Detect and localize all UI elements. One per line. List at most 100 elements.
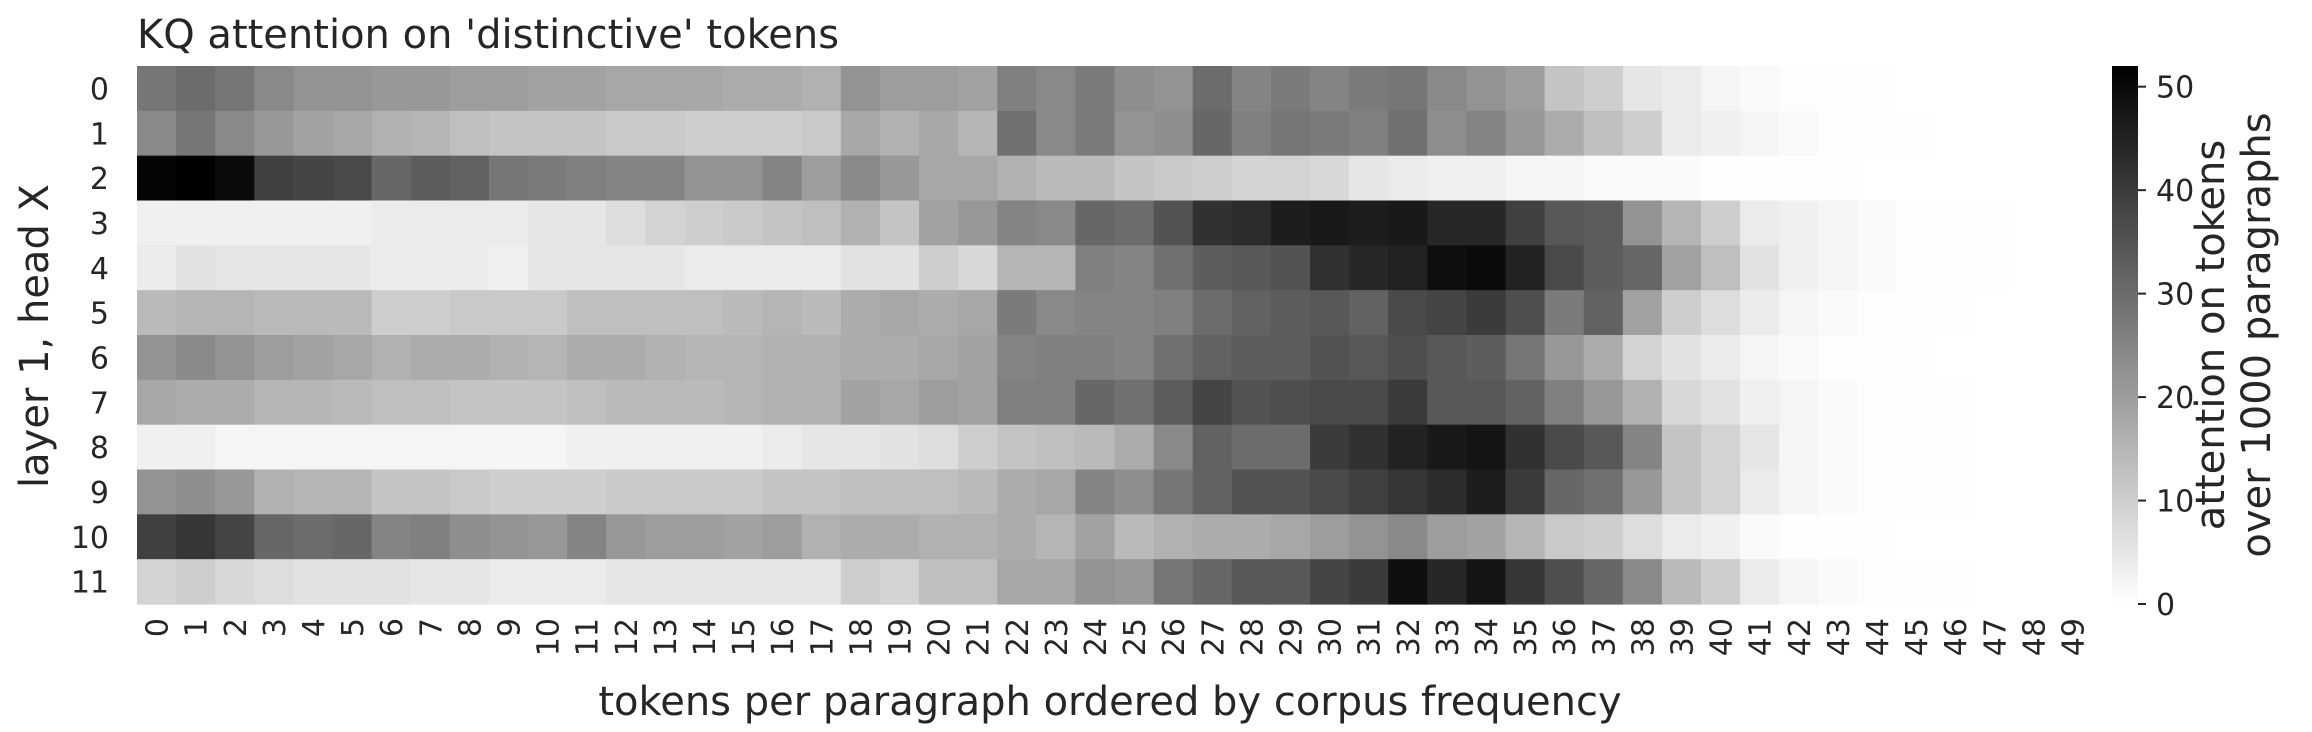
heatmap-cell-r7-c37: [1583, 379, 1624, 426]
heatmap-cell-r6-c9: [488, 335, 529, 381]
heatmap-cell-r11-c38: [1622, 559, 1663, 605]
heatmap-cell-r2-c34: [1466, 155, 1507, 202]
heatmap-cell-r0-c5: [332, 66, 373, 112]
heatmap-cell-r3-c13: [645, 200, 685, 246]
heatmap-cell-r3-c32: [1388, 200, 1428, 246]
heatmap-cell-r10-c24: [1075, 514, 1116, 560]
heatmap-cell-r6-c37: [1583, 335, 1624, 381]
heatmap-cell-r7-c5: [332, 379, 373, 426]
heatmap-cell-r9-c36: [1544, 469, 1585, 515]
heatmap-cell-r9-c2: [215, 469, 255, 515]
heatmap-cell-r9-c29: [1270, 469, 1311, 515]
heatmap-cell-r6-c48: [2013, 335, 2054, 381]
heatmap-cell-r6-c23: [1036, 335, 1076, 381]
heatmap-cell-r6-c20: [919, 335, 959, 381]
heatmap-cell-r1-c42: [1779, 110, 1819, 157]
heatmap-cell-r5-c2: [215, 290, 255, 336]
heatmap-cell-r0-c38: [1622, 66, 1663, 112]
heatmap-cell-r0-c37: [1583, 66, 1624, 112]
heatmap-cell-r8-c20: [919, 424, 959, 471]
heatmap-cell-r8-c8: [449, 424, 490, 471]
heatmap-cell-r9-c42: [1779, 469, 1819, 515]
row-label-8: 8: [90, 431, 109, 466]
heatmap-cell-r5-c0: [137, 290, 177, 336]
heatmap-cell-r11-c10: [528, 559, 568, 605]
heatmap-cell-r1-c37: [1583, 110, 1624, 157]
heatmap-cell-r7-c48: [2013, 379, 2054, 426]
colorbar-tick-label-4: 40: [2156, 174, 2194, 209]
heatmap-cell-r9-c44: [1857, 469, 1898, 515]
heatmap-cell-r11-c36: [1544, 559, 1585, 605]
heatmap-cell-r1-c7: [410, 110, 451, 157]
column-label-31: 31: [1353, 618, 1388, 656]
heatmap-cell-r1-c9: [488, 110, 529, 157]
heatmap-cell-r4-c40: [1701, 245, 1741, 291]
heatmap-cell-r7-c44: [1857, 379, 1898, 426]
heatmap-cell-r7-c15: [723, 379, 764, 426]
column-label-24: 24: [1079, 618, 1114, 656]
column-label-5: 5: [336, 618, 371, 637]
heatmap-cell-r5-c47: [1974, 290, 2015, 336]
heatmap-cell-r2-c28: [1231, 155, 1272, 202]
heatmap-cell-r9-c28: [1231, 469, 1272, 515]
heatmap-cell-r8-c15: [723, 424, 764, 471]
column-label-26: 26: [1157, 618, 1192, 656]
heatmap-cell-r11-c12: [606, 559, 646, 605]
heatmap-cell-r5-c4: [293, 290, 334, 336]
colorbar-label-line-1: attention on tokens: [2188, 140, 2234, 530]
heatmap-cell-r8-c16: [762, 424, 803, 471]
heatmap-cell-r4-c25: [1114, 245, 1155, 291]
heatmap-cell-r11-c48: [2013, 559, 2054, 605]
heatmap-cell-r1-c31: [1349, 110, 1389, 157]
heatmap-cell-r2-c25: [1114, 155, 1155, 202]
heatmap-cell-r4-c7: [410, 245, 451, 291]
heatmap-cell-r10-c12: [606, 514, 646, 560]
heatmap-cell-r11-c45: [1896, 559, 1937, 605]
heatmap-cell-r1-c5: [332, 110, 373, 157]
heatmap-cell-r4-c28: [1231, 245, 1272, 291]
row-label-1: 1: [90, 117, 109, 152]
heatmap-cell-r11-c4: [293, 559, 334, 605]
heatmap-cell-r7-c41: [1740, 379, 1780, 426]
heatmap-cell-r8-c7: [410, 424, 451, 471]
row-tick-labels: 0 1 2 3 4 5 6 7 8 9 10 11: [71, 72, 109, 600]
column-label-33: 33: [1431, 618, 1466, 656]
heatmap-cell-r8-c34: [1466, 424, 1507, 471]
heatmap-cell-r4-c16: [762, 245, 803, 291]
heatmap-cell-r6-c35: [1505, 335, 1546, 381]
column-label-14: 14: [688, 618, 723, 656]
heatmap-cell-r11-c31: [1349, 559, 1389, 605]
heatmap-cell-r5-c42: [1779, 290, 1819, 336]
heatmap-cell-r7-c49: [2052, 379, 2093, 426]
column-label-13: 13: [649, 618, 684, 656]
heatmap-cell-r5-c36: [1544, 290, 1585, 336]
heatmap-cell-r11-c25: [1114, 559, 1155, 605]
heatmap-cell-r2-c47: [1974, 155, 2015, 202]
heatmap-cell-r8-c31: [1349, 424, 1389, 471]
heatmap-cell-r0-c36: [1544, 66, 1585, 112]
column-label-32: 32: [1392, 618, 1427, 656]
heatmap-cell-r10-c21: [958, 514, 998, 560]
chart-title: KQ attention on 'distinctive' tokens: [137, 12, 839, 58]
heatmap-cell-r5-c30: [1310, 290, 1350, 336]
heatmap-cell-r5-c44: [1857, 290, 1898, 336]
heatmap-cell-r11-c30: [1310, 559, 1350, 605]
heatmap-cell-r9-c6: [371, 469, 412, 515]
heatmap-cell-r10-c44: [1857, 514, 1898, 560]
heatmap-cell-r9-c15: [723, 469, 764, 515]
heatmap-cell-r2-c3: [254, 155, 294, 202]
heatmap-cell-r2-c29: [1270, 155, 1311, 202]
heatmap-cell-r9-c10: [528, 469, 568, 515]
heatmap-cell-r1-c30: [1310, 110, 1350, 157]
heatmap-cell-r4-c9: [488, 245, 529, 291]
heatmap-cell-r1-c17: [801, 110, 842, 157]
column-label-20: 20: [923, 618, 958, 656]
heatmap-cell-r7-c8: [449, 379, 490, 426]
heatmap-cell-r8-c41: [1740, 424, 1780, 471]
heatmap-cell-r5-c5: [332, 290, 373, 336]
heatmap-cell-r2-c46: [1935, 155, 1976, 202]
heatmap-cell-r6-c38: [1622, 335, 1663, 381]
column-label-8: 8: [453, 618, 488, 637]
heatmap-cell-r0-c31: [1349, 66, 1389, 112]
heatmap-cell-r6-c31: [1349, 335, 1389, 381]
